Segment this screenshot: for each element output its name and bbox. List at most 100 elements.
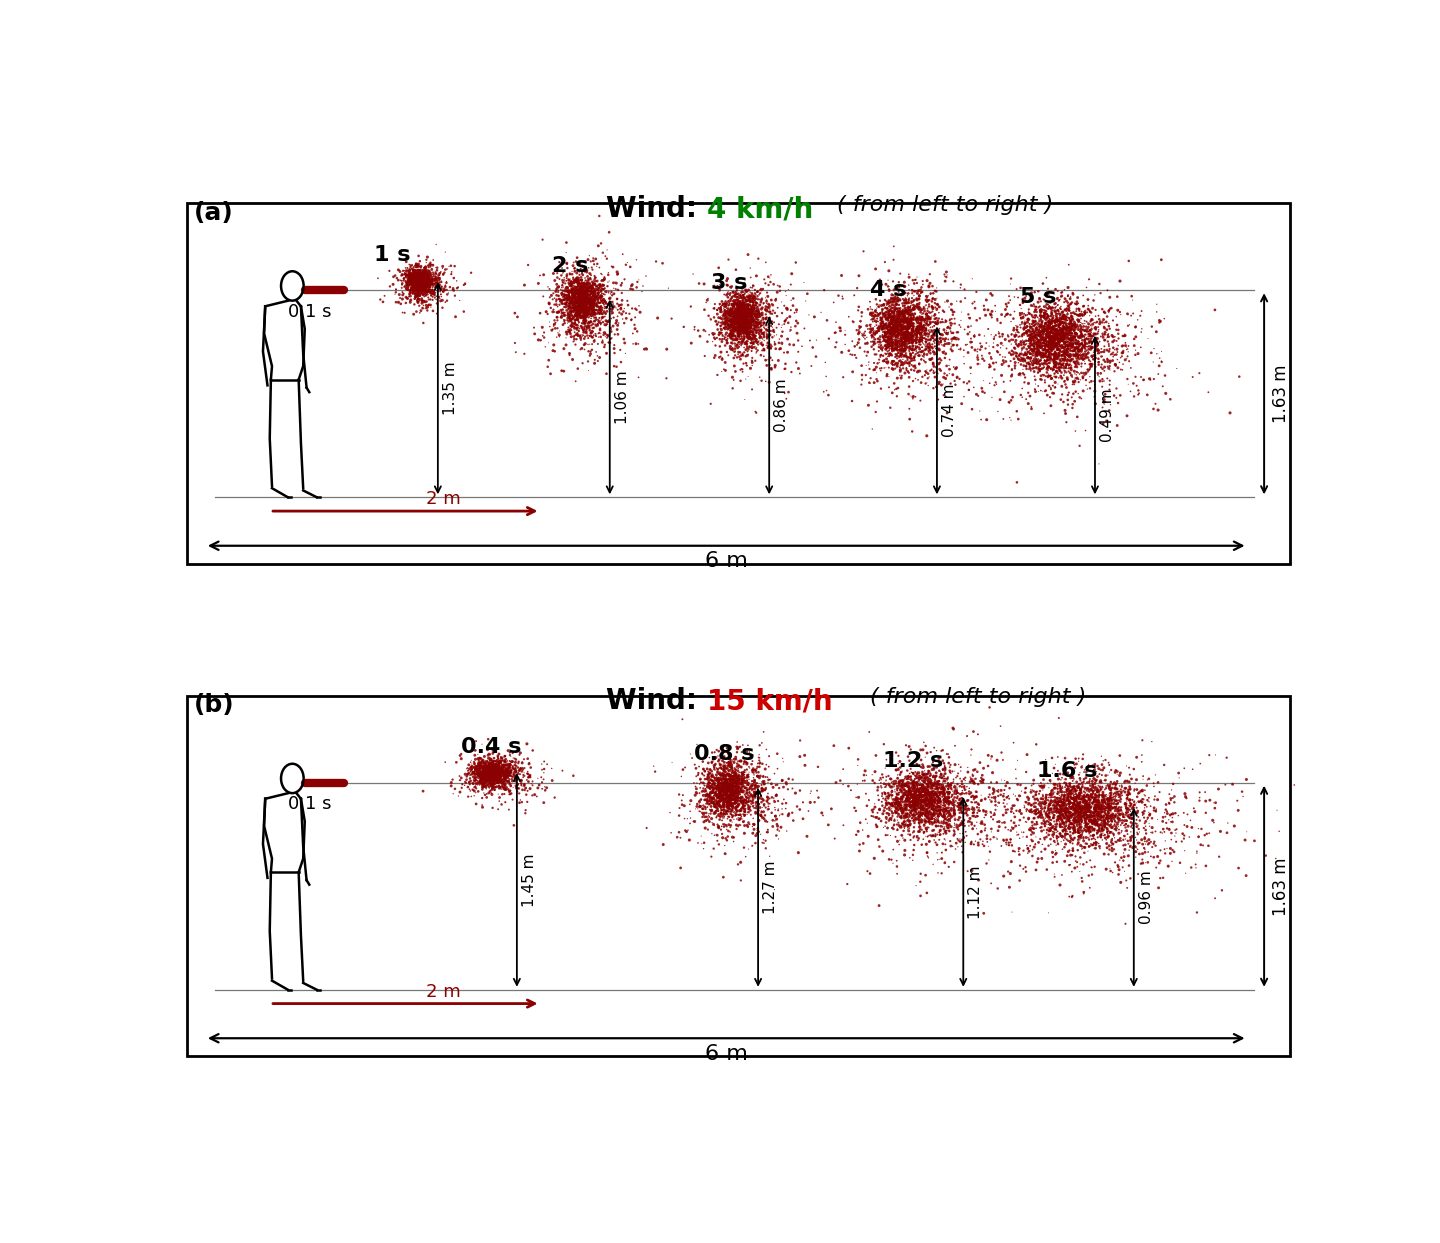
Point <box>1094 803 1117 823</box>
Point <box>999 864 1022 884</box>
Point <box>399 281 422 301</box>
Point <box>1100 783 1123 803</box>
Point <box>1038 326 1061 346</box>
Point <box>1044 301 1067 321</box>
Point <box>1005 319 1028 339</box>
Point <box>408 273 431 293</box>
Point <box>685 779 708 799</box>
Point <box>602 316 625 336</box>
Point <box>402 305 425 324</box>
Point <box>1051 338 1074 358</box>
Point <box>474 761 497 781</box>
Point <box>721 316 744 336</box>
Point <box>409 303 432 323</box>
Point <box>478 757 501 777</box>
Point <box>410 282 433 302</box>
Point <box>903 326 926 346</box>
Point <box>573 277 596 297</box>
Point <box>497 764 520 784</box>
Point <box>451 774 474 794</box>
Point <box>586 296 609 316</box>
Point <box>1050 789 1073 809</box>
Point <box>935 798 958 818</box>
Point <box>1037 805 1060 825</box>
Point <box>996 820 1020 840</box>
Point <box>1113 326 1136 346</box>
Point <box>953 768 976 788</box>
Point <box>733 778 756 798</box>
Point <box>740 308 763 328</box>
Point <box>740 312 763 332</box>
Point <box>397 268 420 288</box>
Point <box>907 306 930 326</box>
Point <box>886 298 909 318</box>
Point <box>413 260 436 280</box>
Point <box>726 321 749 341</box>
Point <box>1093 779 1116 799</box>
Point <box>487 767 510 787</box>
Point <box>752 789 775 809</box>
Point <box>1053 353 1076 373</box>
Point <box>732 314 755 334</box>
Point <box>868 303 891 323</box>
Point <box>899 815 922 835</box>
Point <box>1066 800 1089 820</box>
Point <box>757 337 780 357</box>
Point <box>919 283 942 303</box>
Point <box>1084 814 1107 834</box>
Point <box>1089 837 1112 856</box>
Point <box>734 298 757 318</box>
Point <box>572 278 595 298</box>
Point <box>1070 326 1093 346</box>
Point <box>1064 805 1087 825</box>
Point <box>556 288 579 308</box>
Point <box>534 781 557 800</box>
Point <box>590 271 613 291</box>
Point <box>480 755 503 774</box>
Point <box>1079 367 1102 387</box>
Point <box>1076 773 1099 793</box>
Point <box>926 771 949 791</box>
Point <box>563 306 586 326</box>
Point <box>917 774 940 794</box>
Point <box>729 783 752 803</box>
Point <box>471 753 494 773</box>
Point <box>1051 355 1074 375</box>
Point <box>1041 305 1064 324</box>
Point <box>415 264 438 283</box>
Point <box>878 336 901 355</box>
Point <box>916 783 939 803</box>
Point <box>406 278 429 298</box>
Point <box>577 298 600 318</box>
Point <box>923 326 946 346</box>
Point <box>478 759 501 779</box>
Point <box>1068 817 1092 837</box>
Point <box>743 761 766 781</box>
Point <box>408 272 431 292</box>
Point <box>890 322 913 342</box>
Point <box>878 336 901 355</box>
Point <box>710 810 733 830</box>
Point <box>602 298 625 318</box>
Point <box>563 297 586 317</box>
Point <box>474 769 497 789</box>
Point <box>576 286 599 306</box>
Point <box>399 260 422 280</box>
Point <box>899 353 922 373</box>
Point <box>865 353 888 373</box>
Point <box>1015 324 1038 344</box>
Point <box>543 302 566 322</box>
Point <box>1048 314 1071 334</box>
Point <box>852 764 876 784</box>
Point <box>687 321 710 341</box>
Point <box>494 755 517 774</box>
Point <box>566 280 589 300</box>
Point <box>871 319 894 339</box>
Point <box>1030 773 1053 793</box>
Point <box>916 373 939 393</box>
Point <box>778 804 801 824</box>
Point <box>1073 352 1096 372</box>
Point <box>1073 793 1096 813</box>
Point <box>488 766 511 786</box>
Point <box>894 333 917 353</box>
